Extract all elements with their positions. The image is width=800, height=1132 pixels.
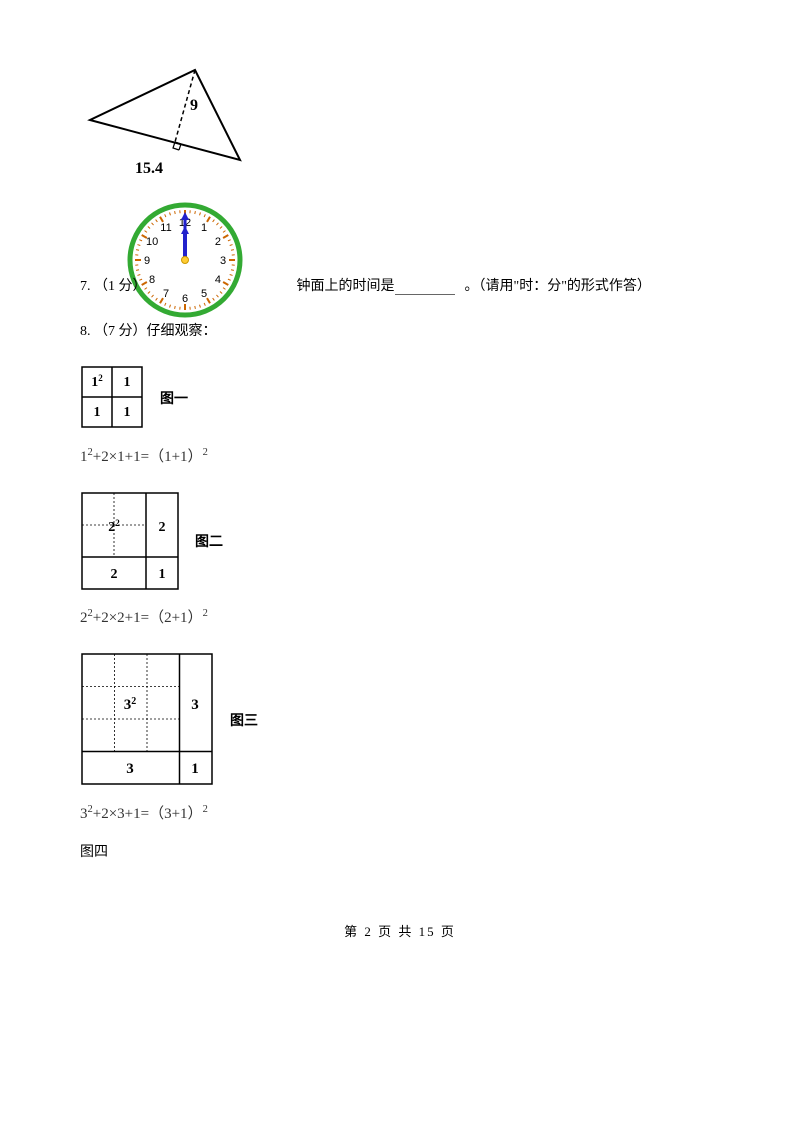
svg-text:8: 8: [149, 274, 155, 286]
triangle-base-label: 15.4: [135, 160, 163, 177]
svg-text:1: 1: [94, 405, 101, 420]
svg-text:5: 5: [201, 288, 207, 300]
svg-text:3: 3: [126, 761, 134, 777]
clock-figure: 121234567891011: [120, 195, 250, 325]
svg-text:2: 2: [159, 520, 166, 535]
figure-3-grid: 32 3 3 1: [80, 652, 215, 787]
svg-text:2: 2: [111, 567, 118, 582]
svg-text:1: 1: [124, 375, 131, 390]
svg-text:10: 10: [146, 236, 158, 248]
svg-text:7: 7: [163, 288, 169, 300]
fig1-equation: 12+2×1+1=（1+1）2: [80, 445, 720, 466]
fig3-label: 图三: [230, 710, 258, 730]
svg-text:1: 1: [124, 405, 131, 420]
question-8: 8. （7 分）仔细观察：: [80, 320, 720, 340]
q7-prefix: 7. （1 分）: [80, 275, 147, 295]
triangle-height-label: 9: [190, 97, 198, 114]
svg-text:6: 6: [182, 293, 188, 305]
svg-text:1: 1: [159, 567, 166, 582]
page-footer: 第 2 页 共 15 页: [80, 921, 720, 940]
svg-text:2: 2: [215, 236, 221, 248]
answer-blank[interactable]: [395, 280, 455, 295]
svg-text:11: 11: [160, 222, 171, 234]
q8-text: 8. （7 分）仔细观察：: [80, 324, 217, 339]
triangle-figure: 9 15.4: [80, 60, 280, 180]
svg-text:4: 4: [215, 274, 221, 286]
fig2-equation: 22+2×2+1=（2+1）2: [80, 606, 720, 627]
fig1-label: 图一: [160, 388, 188, 408]
figure-1-grid: 12 1 1 1: [80, 365, 145, 430]
svg-text:1: 1: [201, 222, 207, 234]
fig4-label: 图四: [80, 841, 720, 861]
svg-text:3: 3: [220, 255, 226, 267]
fig2-label: 图二: [195, 531, 223, 551]
figure-2-grid: 22 2 2 1: [80, 491, 180, 591]
fig3-equation: 32+2×3+1=（3+1）2: [80, 802, 720, 823]
q7-suffix: 。（请用"时：分"的形式作答）: [465, 275, 651, 295]
svg-text:9: 9: [144, 255, 150, 267]
svg-text:3: 3: [191, 697, 199, 713]
q7-mid: 钟面上的时间是: [297, 275, 395, 295]
svg-text:1: 1: [191, 761, 199, 777]
